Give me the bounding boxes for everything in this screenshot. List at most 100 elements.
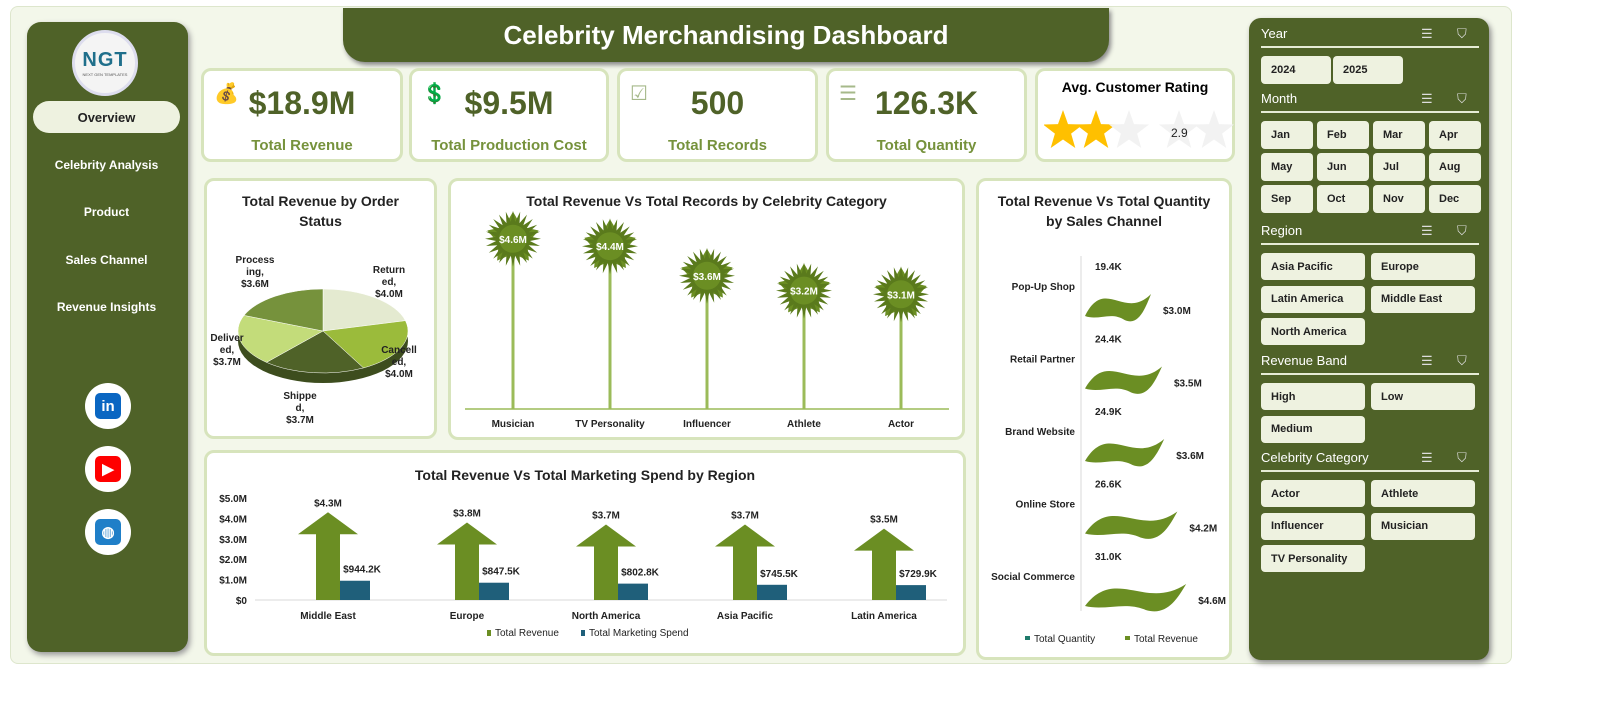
chart-title: Total Revenue Vs Total Marketing Spend b…: [414, 467, 756, 483]
clear-filter-icon[interactable]: ⛉: [1457, 26, 1467, 41]
pie-slice-shipped[interactable]: [265, 330, 364, 374]
slicer-header-celebrity-category: Celebrity Category ☰ ⛉: [1261, 450, 1479, 472]
data-label: $3.2M: [790, 287, 818, 298]
slicer-item-north-america[interactable]: North America: [1261, 318, 1365, 345]
data-label: $4.4M: [596, 242, 624, 253]
slicer-item-2024[interactable]: 2024: [1261, 56, 1331, 84]
linkedin-icon: in: [95, 393, 121, 419]
marketing-spend-bar[interactable]: [479, 582, 509, 600]
slicer-item-middle-east[interactable]: Middle East: [1371, 285, 1475, 313]
slicer-item-aug[interactable]: Aug: [1429, 153, 1481, 181]
revenue-flag-bar[interactable]: [1085, 366, 1162, 394]
clear-filter-icon[interactable]: ⛉: [1457, 450, 1467, 465]
slicer-item-apr[interactable]: Apr: [1429, 121, 1481, 149]
slicer-item-tv-personality[interactable]: TV Personality: [1261, 545, 1365, 572]
marketing-data-label: $944.2K: [343, 565, 382, 576]
pie-slice-returned[interactable]: [322, 288, 406, 332]
revenue-flag-bar[interactable]: [1085, 584, 1187, 612]
slicer-item-dec[interactable]: Dec: [1429, 185, 1481, 213]
pie-chart: Returned,$4.0MCancelled,$4.0MShipped,$3.…: [210, 255, 417, 426]
slicer-header-revenue-band: Revenue Band ☰ ⛉: [1261, 353, 1479, 375]
globe-button[interactable]: ◍: [85, 509, 131, 555]
slicer-item-may[interactable]: May: [1261, 153, 1313, 181]
star-empty-icon: [1109, 110, 1149, 148]
revenue-arrow-bar[interactable]: [576, 524, 636, 600]
revenue-arrow-bar[interactable]: [437, 522, 497, 600]
slicer-item-europe[interactable]: Europe: [1371, 253, 1475, 280]
slicer-item-high[interactable]: High: [1261, 383, 1365, 410]
revenue-data-label: $3.6M: [1176, 451, 1204, 462]
pie-data-label: Return: [373, 265, 405, 276]
multi-select-icon[interactable]: ☰: [1421, 91, 1433, 106]
data-label: $3.6M: [693, 272, 721, 283]
multi-select-icon[interactable]: ☰: [1421, 26, 1433, 41]
revenue-flag-bar[interactable]: [1085, 511, 1178, 539]
multi-select-icon[interactable]: ☰: [1421, 450, 1433, 465]
x-tick-label: Middle East: [300, 611, 356, 622]
pie-slice-processing[interactable]: [243, 288, 324, 332]
kpi-label: Total Revenue: [251, 137, 353, 154]
slicer-item-2025[interactable]: 2025: [1333, 56, 1403, 84]
slicer-item-latin-america[interactable]: Latin America: [1261, 285, 1365, 313]
slicer-item-athlete[interactable]: Athlete: [1371, 480, 1475, 507]
lollipop-chart: $4.6M Musician $4.4M TV Personality $3.6M Inf…: [465, 210, 949, 430]
slicer-item-oct[interactable]: Oct: [1317, 185, 1369, 213]
slicer-item-medium[interactable]: Medium: [1261, 415, 1365, 443]
rating-value: 2.9: [1171, 126, 1188, 140]
slicer-item-asia-pacific[interactable]: Asia Pacific: [1261, 253, 1365, 280]
slicer-header-month: Month ☰ ⛉: [1261, 91, 1479, 113]
slicer-item-jul[interactable]: Jul: [1373, 153, 1425, 181]
pie-data-label: Deliver: [210, 333, 243, 344]
revenue-data-label: $3.5M: [870, 515, 898, 526]
marketing-spend-bar[interactable]: [618, 583, 648, 600]
revenue-flag-bar[interactable]: [1085, 439, 1165, 467]
slicer-item-sep[interactable]: Sep: [1261, 185, 1313, 213]
legend-label: Total Revenue: [1134, 634, 1198, 645]
nav-product[interactable]: Product: [83, 205, 130, 219]
rating-title: Avg. Customer Rating: [1061, 79, 1209, 95]
pie-slice-cancelled[interactable]: [322, 320, 409, 369]
marketing-spend-bar[interactable]: [340, 580, 370, 600]
slicer-item-influencer[interactable]: Influencer: [1261, 512, 1365, 540]
kpi-card-total-revenue: 💰 $18.9M Total Revenue: [201, 68, 403, 162]
slicer-item-jan[interactable]: Jan: [1261, 121, 1313, 149]
bar-chart: $0 $1.0M $2.0M $3.0M $4.0M $5.0M $4.3M $944.2K M…: [219, 494, 947, 639]
hand-money-icon: 💲: [422, 83, 447, 105]
revenue-arrow-bar[interactable]: [854, 528, 914, 600]
y-tick-label: Pop-Up Shop: [1012, 282, 1075, 293]
sales-channel-chart: Pop-Up Shop 19.4K $3.0M Retail Partner 24.4K…: [991, 256, 1226, 645]
slicer-item-musician[interactable]: Musician: [1371, 512, 1475, 540]
slicer-item-jun[interactable]: Jun: [1317, 153, 1369, 181]
multi-select-icon[interactable]: ☰: [1421, 353, 1433, 368]
multi-select-icon[interactable]: ☰: [1421, 223, 1433, 238]
clear-filter-icon[interactable]: ⛉: [1457, 353, 1467, 368]
revenue-arrow-bar[interactable]: [715, 524, 775, 600]
linkedin-button[interactable]: in: [85, 383, 131, 429]
legend-marker: [1025, 636, 1030, 640]
revenue-arrow-bar[interactable]: [298, 512, 358, 600]
slicer-panel: Year ☰ ⛉ 2024 2025 Month ☰ ⛉ Jan Feb Mar Apr May Jun J…: [1249, 18, 1489, 660]
slicer-item-mar[interactable]: Mar: [1373, 121, 1425, 149]
revenue-data-label: $4.2M: [1189, 524, 1217, 535]
nav-revenue-insights[interactable]: Revenue Insights: [56, 300, 157, 314]
youtube-button[interactable]: ▶: [85, 446, 131, 492]
slicer-header-region: Region ☰ ⛉: [1261, 223, 1479, 245]
pie-data-label: Cancell: [381, 345, 417, 356]
slicer-item-feb[interactable]: Feb: [1317, 121, 1369, 149]
star-rating: 2.9: [1043, 107, 1234, 162]
revenue-flag-bar[interactable]: [1085, 294, 1151, 322]
slicer-item-nov[interactable]: Nov: [1373, 185, 1425, 213]
slicer-title: Month: [1261, 91, 1298, 106]
money-bag-icon: 💰: [214, 83, 239, 105]
marketing-spend-bar[interactable]: [757, 584, 787, 600]
pie-slice-delivered[interactable]: [237, 315, 324, 363]
marketing-spend-bar[interactable]: [896, 585, 926, 600]
lollipop-chart-card: Total Revenue Vs Total Records by Celebr…: [448, 178, 965, 440]
slicer-item-low[interactable]: Low: [1371, 383, 1475, 410]
nav-celebrity-analysis[interactable]: Celebrity Analysis: [54, 157, 159, 172]
clear-filter-icon[interactable]: ⛉: [1457, 223, 1467, 238]
slicer-item-actor[interactable]: Actor: [1261, 480, 1365, 507]
nav-overview[interactable]: Overview: [33, 101, 180, 133]
clear-filter-icon[interactable]: ⛉: [1457, 91, 1467, 106]
nav-sales-channel[interactable]: Sales Channel: [65, 252, 148, 267]
